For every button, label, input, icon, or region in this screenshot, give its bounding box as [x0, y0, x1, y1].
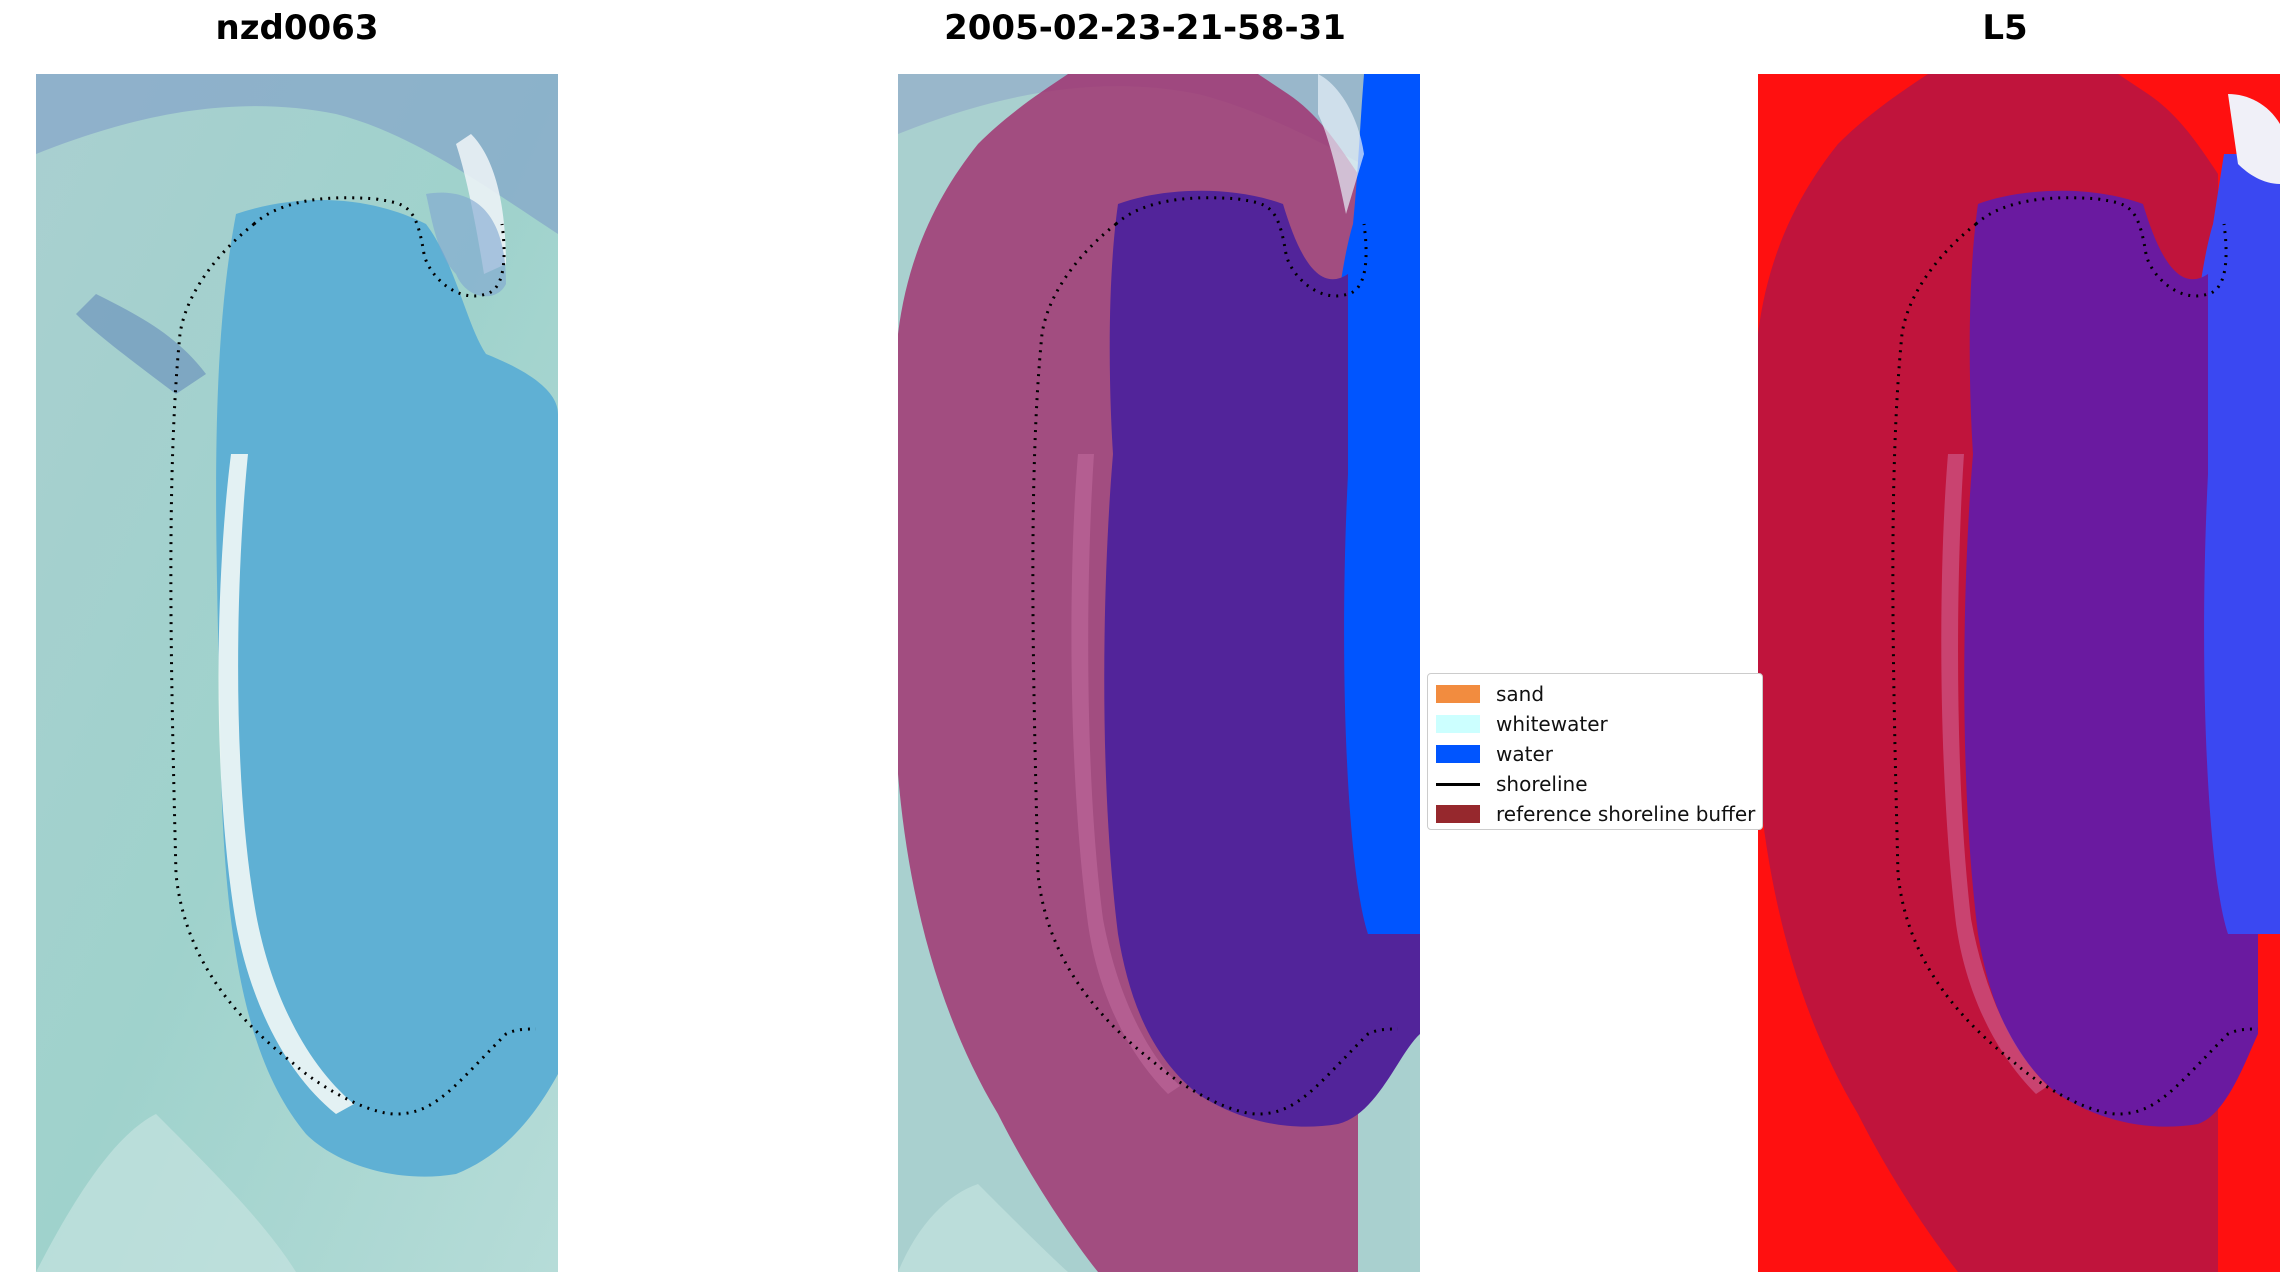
classified-image-panel [898, 74, 1420, 1272]
shoreline [1031, 196, 1399, 1116]
panel-title-l5: L5 [1982, 8, 2028, 48]
legend-label: shoreline [1496, 772, 1588, 796]
legend-label: water [1496, 742, 1553, 766]
legend-label: whitewater [1496, 712, 1608, 736]
rgb-image-panel [36, 74, 558, 1272]
rgb-image [36, 74, 558, 1272]
legend-item-shoreline: shoreline [1436, 772, 1588, 796]
legend-swatch-whitewater [1436, 715, 1480, 733]
shoreline [169, 196, 537, 1116]
l5-image [1758, 74, 2280, 1272]
legend-item-sand: sand [1436, 682, 1544, 706]
legend-line-shoreline [1436, 782, 1480, 786]
legend-item-reference-buffer: reference shoreline buffer [1436, 802, 1755, 826]
lagoon-class [1104, 190, 1420, 1127]
classified-image [898, 74, 1420, 1272]
legend-item-water: water [1436, 742, 1553, 766]
legend-swatch-reference-buffer [1436, 805, 1480, 823]
legend: sand whitewater water shoreline referenc… [1427, 673, 1763, 830]
panel-title-rgb: nzd0063 [215, 8, 379, 48]
panel-title-classified: 2005-02-23-21-58-31 [944, 8, 1346, 48]
legend-label: sand [1496, 682, 1545, 706]
l5-image-panel [1758, 74, 2280, 1272]
water-class [1328, 74, 1420, 934]
legend-label: reference shoreline buffer [1496, 802, 1756, 826]
legend-item-whitewater: whitewater [1436, 712, 1608, 736]
legend-swatch-sand [1436, 685, 1480, 703]
legend-swatch-water [1436, 745, 1480, 763]
shoreline [1891, 196, 2259, 1116]
